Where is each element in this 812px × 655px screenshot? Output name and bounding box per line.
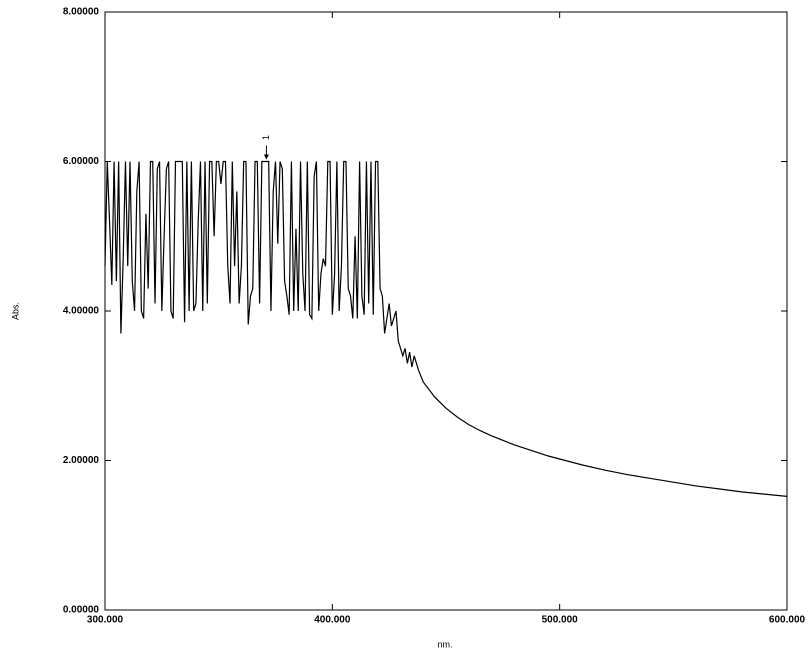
y-tick-label: 0.00000 <box>63 605 100 616</box>
y-tick-label: 8.00000 <box>63 7 100 18</box>
peak-label: 1 <box>261 135 271 140</box>
x-tick-label: 500.000 <box>542 615 579 626</box>
y-tick-label: 6.00000 <box>63 156 100 167</box>
x-axis-label: nm. <box>437 639 452 649</box>
y-axis-label: Abs. <box>10 302 20 320</box>
y-tick-label: 4.00000 <box>63 306 100 317</box>
plot-frame <box>104 11 788 611</box>
x-tick-label: 600.000 <box>769 615 806 626</box>
spectrum-line <box>104 160 788 497</box>
x-tick-label: 300.000 <box>87 615 124 626</box>
y-tick-label: 2.00000 <box>63 455 100 466</box>
peak-arrow <box>263 154 269 160</box>
x-tick-label: 400.000 <box>314 615 351 626</box>
